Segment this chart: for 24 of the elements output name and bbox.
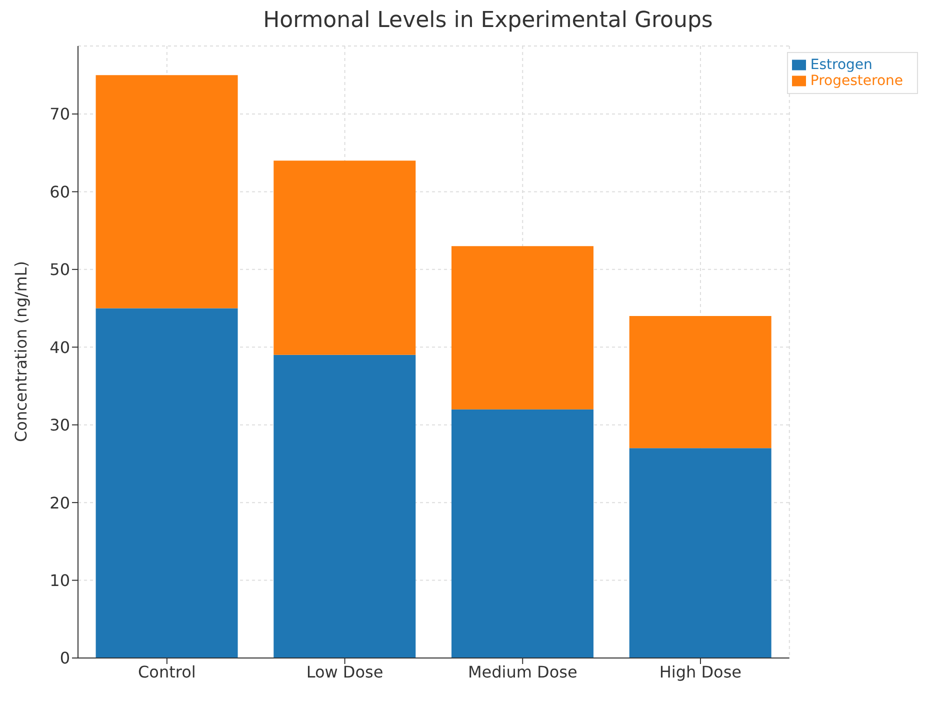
chart-title: Hormonal Levels in Experimental Groups: [262, 8, 714, 35]
y-tick-label: 60: [50, 182, 70, 202]
y-tick-label: 50: [50, 260, 70, 280]
y-tick-label: 70: [50, 104, 70, 124]
bar: [96, 308, 238, 658]
x-tick-label: Medium Dose: [468, 662, 578, 682]
legend-label: Estrogen: [810, 57, 872, 73]
bar: [629, 316, 772, 448]
y-tick-label: 0: [60, 648, 70, 668]
y-tick-label: 40: [50, 338, 70, 357]
bar: [451, 409, 594, 658]
y-tick-label: 20: [50, 493, 70, 512]
y-tick-label: 10: [50, 570, 70, 590]
x-tick-label: Control: [138, 662, 196, 682]
x-tick-label: Low Dose: [306, 662, 384, 682]
bar: [96, 75, 238, 308]
legend-label: Progesterone: [810, 73, 903, 89]
y-tick-label: 30: [50, 416, 70, 435]
bar: [274, 354, 416, 658]
bar: [629, 448, 772, 658]
x-tick-label: High Dose: [659, 662, 742, 682]
bar: [451, 246, 594, 410]
bar: [274, 160, 416, 355]
y-axis-title: Concentration (ng/mL): [12, 261, 31, 442]
